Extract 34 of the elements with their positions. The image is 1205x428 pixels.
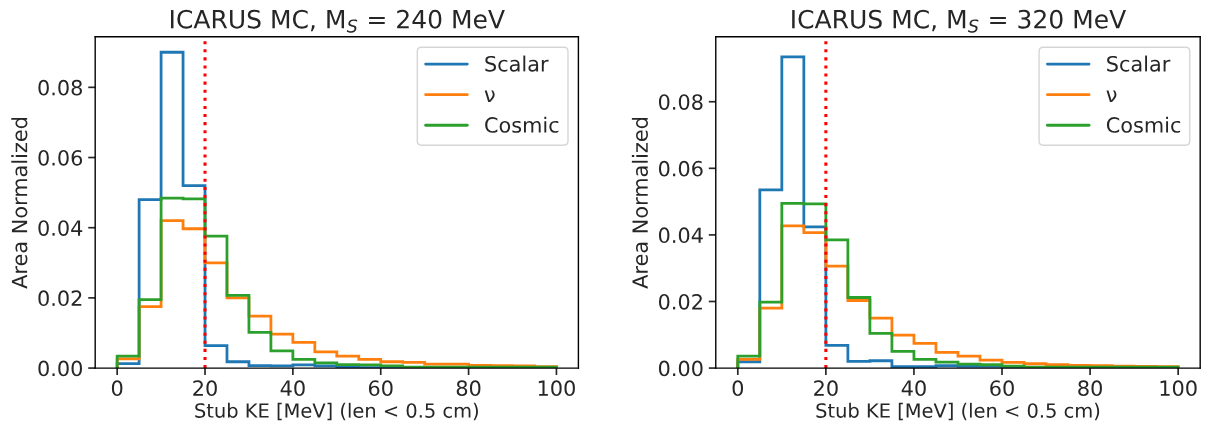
y-tick-label: 0.08	[658, 94, 703, 110]
x-tick-label: 40	[901, 380, 926, 397]
y-axis-title: Area Normalized	[631, 117, 648, 289]
y-tick-label: 0.04	[658, 227, 703, 244]
legend-label: ν	[1106, 90, 1117, 102]
x-axis-title: Stub KE [MeV] (len < 0.5 cm)	[816, 402, 1100, 421]
x-tick-label: 80	[456, 380, 481, 397]
x-tick-label: 60	[990, 380, 1014, 397]
x-tick-label: 60	[368, 380, 393, 397]
chart-title: ICARUS MC, M$_{S}$ = 240 MeV	[171, 9, 505, 33]
y-tick-label: 0.00	[658, 360, 703, 377]
legend-label: ν	[484, 90, 495, 102]
y-tick-label: 0.06	[38, 149, 83, 166]
x-tick-label: 80	[1078, 380, 1102, 397]
y-tick-label: 0.08	[38, 79, 82, 96]
x-axis-title: Stub KE [MeV] (len < 0.5 cm)	[195, 402, 478, 421]
y-tick-label: 0.00	[38, 360, 83, 377]
y-tick-label: 0.02	[38, 290, 82, 307]
x-tick-label: 100	[1160, 380, 1197, 397]
legend-label: Cosmic	[1106, 116, 1181, 133]
legend-label: Scalar	[485, 55, 549, 72]
y-axis-title: Area Normalized	[11, 117, 28, 289]
legend-label: Cosmic	[485, 116, 559, 133]
y-tick-label: 0.06	[658, 160, 703, 177]
x-tick-label: 100	[538, 380, 575, 397]
x-tick-label: 40	[280, 380, 305, 397]
y-tick-label: 0.04	[38, 220, 83, 236]
x-tick-label: 20	[814, 380, 838, 397]
x-tick-label: 20	[193, 380, 217, 397]
chart-title: ICARUS MC, M$_{S}$ = 320 MeV	[792, 9, 1127, 33]
legend-label: Scalar	[1107, 55, 1171, 72]
y-tick-label: 0.02	[658, 293, 702, 310]
x-tick-label: 0	[111, 380, 123, 397]
x-tick-label: 0	[732, 380, 744, 397]
